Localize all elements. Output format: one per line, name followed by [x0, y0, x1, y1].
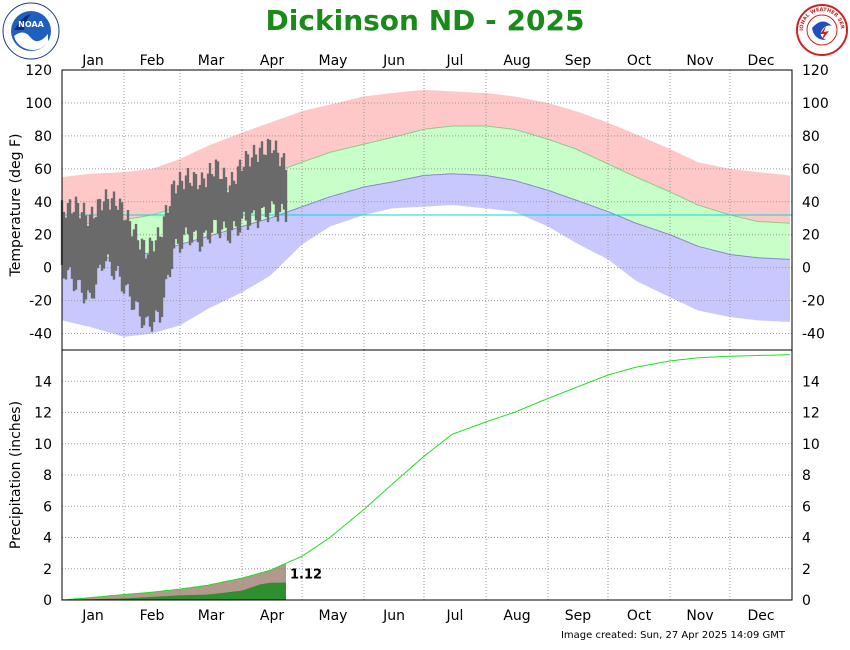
month-label-bottom: Sep	[565, 608, 592, 624]
y-tick-label-left: 6	[43, 499, 52, 515]
image-created-timestamp: Image created: Sun, 27 Apr 2025 14:09 GM…	[560, 630, 785, 641]
y-tick-label-right: 120	[802, 63, 829, 79]
y-tick-label-right: 8	[802, 468, 811, 484]
month-label-top: Jun	[382, 53, 405, 69]
normal-to-date-precip-fill	[62, 563, 286, 600]
y-tick-label-right: 0	[802, 593, 811, 609]
month-label-top: Oct	[627, 53, 652, 69]
y-tick-label-right: 0	[802, 261, 811, 277]
month-label-bottom: Dec	[747, 608, 774, 624]
y-tick-label-right: 2	[802, 562, 811, 578]
y-tick-label-right: 60	[802, 162, 820, 178]
y-tick-label-left: 20	[34, 228, 52, 244]
record-high-band	[62, 89, 790, 225]
y-tick-label-right: 20	[802, 228, 820, 244]
normal-precip-line	[61, 354, 790, 601]
month-label-bottom: Jun	[382, 608, 405, 624]
noaa-logo-text: NOAA	[18, 20, 44, 29]
y-tick-label-right: 14	[802, 374, 820, 390]
month-label-top: May	[319, 53, 348, 69]
y-tick-label-left: 2	[43, 562, 52, 578]
month-label-bottom: Jan	[81, 608, 104, 624]
y-tick-label-left: 120	[25, 63, 52, 79]
month-label-bottom: May	[319, 608, 348, 624]
precip-total-label: 1.12	[290, 568, 322, 583]
y-tick-label-left: 8	[43, 468, 52, 484]
y-tick-label-right: 4	[802, 531, 811, 547]
temperature-panel: 120 120 100 100 80 80 60 60 40 40 20 20 0 0 -20 -20 -40 -…	[8, 53, 829, 351]
y-tick-label-left: 0	[43, 593, 52, 609]
month-label-top: Jan	[81, 53, 104, 69]
y-axis-label: Temperature (deg F)	[8, 134, 24, 278]
noaa-logo-icon: NOAA	[2, 2, 60, 60]
y-tick-label-right: 6	[802, 499, 811, 515]
y-tick-label-right: 10	[802, 437, 820, 453]
month-label-bottom: Aug	[503, 608, 530, 624]
precipitation-plot-frame	[61, 349, 793, 601]
month-label-bottom: Feb	[140, 608, 165, 624]
y-tick-label-right: 80	[802, 129, 820, 145]
nws-logo-icon: NATIONAL WEATHER SERVICE	[796, 4, 848, 56]
y-tick-label-left: 40	[34, 195, 52, 211]
y-axis-label: Precipitation (inches)	[8, 401, 24, 549]
month-label-top: Jul	[446, 53, 464, 69]
y-tick-label-left: 12	[34, 406, 52, 422]
month-label-bottom: Mar	[198, 608, 225, 624]
y-tick-label-left: 14	[34, 374, 52, 390]
y-tick-label-left: 10	[34, 437, 52, 453]
month-label-top: Apr	[260, 53, 284, 69]
month-label-top: Dec	[747, 53, 774, 69]
month-label-top: Sep	[565, 53, 592, 69]
month-label-top: Aug	[503, 53, 530, 69]
y-tick-label-left: -20	[29, 294, 52, 310]
y-tick-label-right: -40	[802, 327, 825, 343]
month-label-top: Feb	[140, 53, 165, 69]
month-label-bottom: Jul	[446, 608, 464, 624]
month-label-bottom: Nov	[686, 608, 713, 624]
month-label-top: Mar	[198, 53, 225, 69]
y-tick-label-left: 4	[43, 531, 52, 547]
actual-precip-fill	[62, 582, 286, 600]
chart-title: Dickinson ND - 2025	[265, 4, 585, 37]
y-tick-label-left: -40	[29, 327, 52, 343]
y-tick-label-left: 100	[25, 96, 52, 112]
y-tick-label-right: -20	[802, 294, 825, 310]
y-tick-label-right: 40	[802, 195, 820, 211]
y-tick-label-left: 60	[34, 162, 52, 178]
y-tick-label-right: 100	[802, 96, 829, 112]
y-tick-label-left: 80	[34, 129, 52, 145]
y-tick-label-left: 0	[43, 261, 52, 277]
precipitation-panel: 1.12 14 14 12 12 10 10 8 8 6 6 4 4 2 2 0 0 Jan Feb Mar Apr Ma…	[8, 349, 820, 624]
month-label-top: Nov	[686, 53, 713, 69]
month-label-bottom: Oct	[627, 608, 652, 624]
y-tick-label-right: 12	[802, 406, 820, 422]
month-label-bottom: Apr	[260, 608, 284, 624]
